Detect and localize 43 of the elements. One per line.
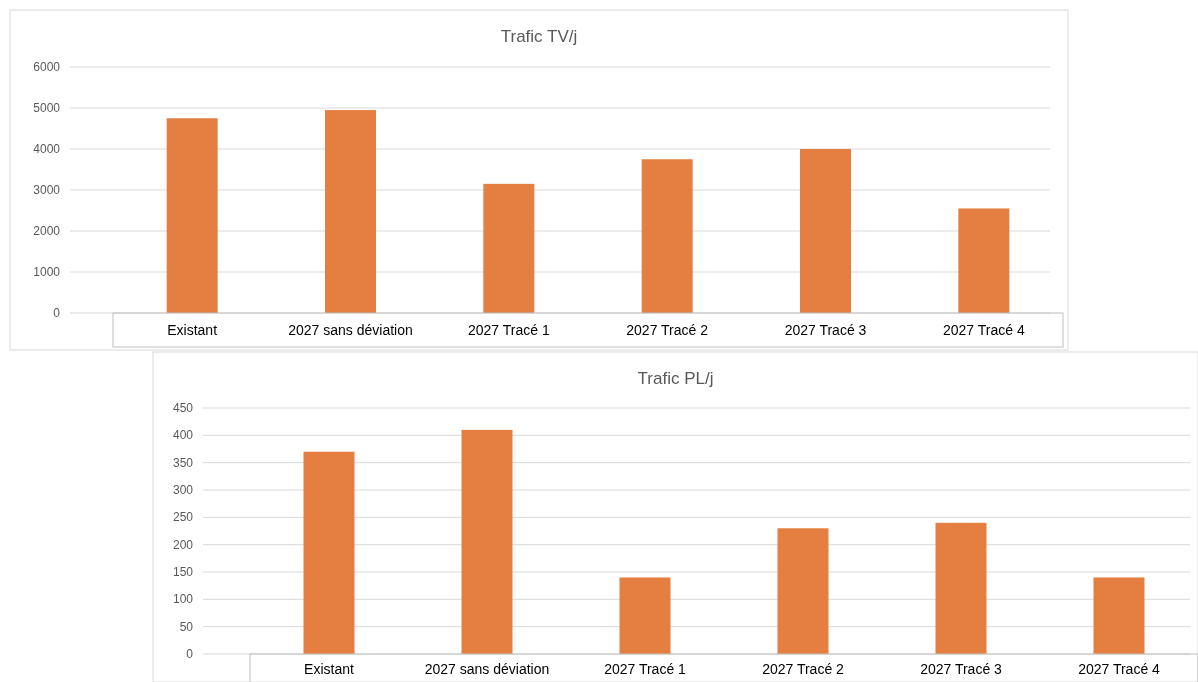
x-tick-label: 2027 Tracé 4 — [942, 322, 1025, 338]
y-tick-label: 0 — [53, 306, 61, 320]
x-tick-label: 2027 sans déviation — [288, 322, 413, 338]
y-tick-label: 3000 — [33, 183, 61, 197]
bar — [483, 183, 535, 313]
x-tick-label: 2027 Tracé 2 — [762, 661, 845, 677]
x-tick-label: Existant — [167, 322, 218, 338]
x-tick-label: 2027 sans déviation — [424, 661, 550, 677]
x-tick-label: 2027 Tracé 3 — [784, 322, 867, 338]
x-tick-label: 2027 Tracé 4 — [1078, 661, 1161, 677]
x-tick-label: 2027 Tracé 3 — [920, 661, 1003, 677]
y-tick-label: 150 — [172, 565, 194, 579]
x-tick-label: 2027 Tracé 1 — [467, 322, 550, 338]
y-tick-label: 350 — [172, 455, 194, 470]
bar — [166, 118, 218, 313]
y-tick-label: 250 — [172, 510, 194, 525]
y-tick-label: 50 — [179, 619, 194, 634]
y-tick-label: 5000 — [33, 101, 61, 115]
chart-title: Trafic PL/j — [637, 369, 714, 388]
x-tick-label: Existant — [304, 661, 354, 677]
y-tick-label: 400 — [172, 428, 194, 443]
bar — [1093, 577, 1145, 654]
y-tick-label: 6000 — [33, 60, 61, 74]
y-tick-label: 450 — [172, 401, 194, 415]
bar — [641, 159, 693, 313]
y-tick-label: 100 — [172, 592, 194, 607]
y-tick-label: 0 — [186, 647, 194, 661]
bar — [958, 208, 1010, 313]
bar — [461, 429, 513, 654]
y-tick-label: 300 — [172, 483, 194, 497]
y-tick-label: 2000 — [33, 224, 61, 238]
bar — [325, 110, 376, 313]
chart-title: Trafic TV/j — [500, 27, 578, 46]
y-tick-label: 200 — [172, 537, 194, 552]
bar — [619, 577, 671, 654]
x-tick-label: 2027 Tracé 1 — [604, 661, 687, 677]
y-tick-label: 1000 — [33, 265, 61, 279]
bar — [935, 522, 987, 654]
x-tick-label: 2027 Tracé 2 — [626, 322, 709, 338]
bar — [800, 149, 851, 313]
y-tick-label: 4000 — [33, 142, 61, 156]
bar — [303, 451, 355, 654]
bar — [777, 528, 829, 654]
